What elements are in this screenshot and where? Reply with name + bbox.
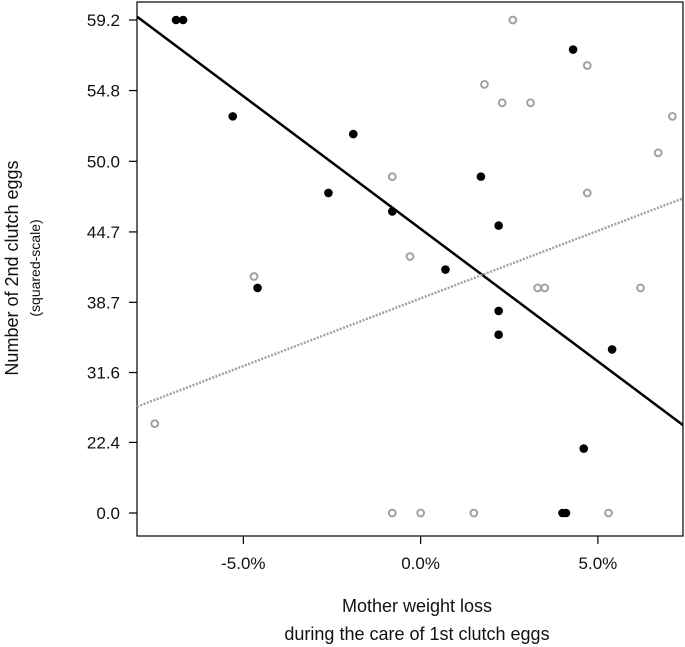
fit-lines: [136, 15, 684, 427]
hollow-point: [497, 98, 507, 108]
hollow-point: [508, 15, 518, 25]
filled-point: [387, 207, 397, 216]
y-axis: 0.0 22.4 31.6 38.7 44.7 50.0 54.8 59.2: [87, 11, 137, 523]
hollow-point: [653, 148, 663, 158]
hollow-point: [249, 272, 259, 281]
filled-point: [253, 283, 262, 293]
hollow-point: [636, 283, 645, 293]
y-tick-label: 54.8: [87, 82, 120, 101]
hollow-point: [604, 508, 613, 518]
hollow-point: [526, 98, 535, 108]
filled-point: [494, 306, 503, 316]
plot-area: [136, 1, 684, 537]
x-tick-label: -5.0%: [221, 554, 265, 573]
y-tick-label: 22.4: [87, 433, 120, 452]
filled-point: [579, 444, 589, 453]
filled-point: [441, 265, 450, 274]
regression-line-dotted: [136, 197, 684, 408]
x-tick-label: 0.0%: [401, 554, 440, 573]
hollow-point: [387, 508, 397, 518]
x-axis: -5.0% 0.0% 5.0%: [221, 536, 617, 573]
hollow-point: [540, 283, 550, 293]
x-axis-title: Mother weight loss: [342, 596, 492, 616]
hollow-point: [469, 508, 479, 518]
filled-point: [494, 330, 503, 340]
hollow-point: [405, 252, 415, 261]
hollow-point: [582, 188, 592, 198]
filled-point: [494, 221, 503, 230]
filled-point: [348, 129, 358, 139]
y-tick-label: 44.7: [87, 223, 120, 242]
data-points: [150, 15, 677, 518]
filled-point: [476, 172, 486, 181]
hollow-point: [480, 79, 489, 89]
hollow-point: [416, 508, 426, 518]
filled-point: [171, 15, 181, 25]
y-axis-subtitle: (squared-scale): [27, 219, 43, 316]
y-axis-title: Number of 2nd clutch eggs: [2, 160, 22, 375]
x-axis-title-line2: during the care of 1st clutch eggs: [284, 624, 549, 644]
filled-point: [568, 45, 578, 54]
filled-point: [324, 188, 333, 198]
x-tick-label: 5.0%: [579, 554, 618, 573]
y-tick-label: 31.6: [87, 364, 120, 383]
y-tick-label: 0.0: [96, 504, 120, 523]
filled-point: [228, 112, 238, 121]
hollow-point: [667, 111, 677, 121]
filled-point: [178, 15, 188, 25]
hollow-point: [533, 283, 543, 293]
hollow-point: [150, 419, 160, 429]
y-tick-label: 50.0: [87, 152, 120, 171]
filled-point: [607, 345, 617, 354]
y-tick-label: 59.2: [87, 11, 120, 30]
regression-line-solid: [136, 15, 684, 427]
y-tick-label: 38.7: [87, 293, 120, 312]
filled-point: [561, 508, 571, 518]
hollow-point: [387, 172, 397, 182]
hollow-point: [582, 61, 592, 70]
